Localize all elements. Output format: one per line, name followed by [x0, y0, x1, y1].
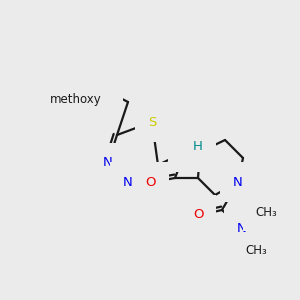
Text: S: S — [148, 116, 156, 128]
Text: methoxy: methoxy — [58, 97, 101, 107]
Text: O: O — [193, 208, 203, 221]
Text: N: N — [103, 157, 113, 169]
Text: H: H — [193, 140, 203, 152]
Text: N: N — [237, 221, 247, 235]
Text: N: N — [181, 146, 191, 158]
Text: O: O — [146, 176, 156, 188]
Text: N: N — [233, 176, 243, 188]
Text: CH₃: CH₃ — [255, 206, 277, 220]
Text: N: N — [123, 176, 133, 188]
Text: methoxy: methoxy — [50, 94, 102, 106]
Text: O: O — [100, 83, 110, 97]
Text: CH₃: CH₃ — [245, 244, 267, 256]
